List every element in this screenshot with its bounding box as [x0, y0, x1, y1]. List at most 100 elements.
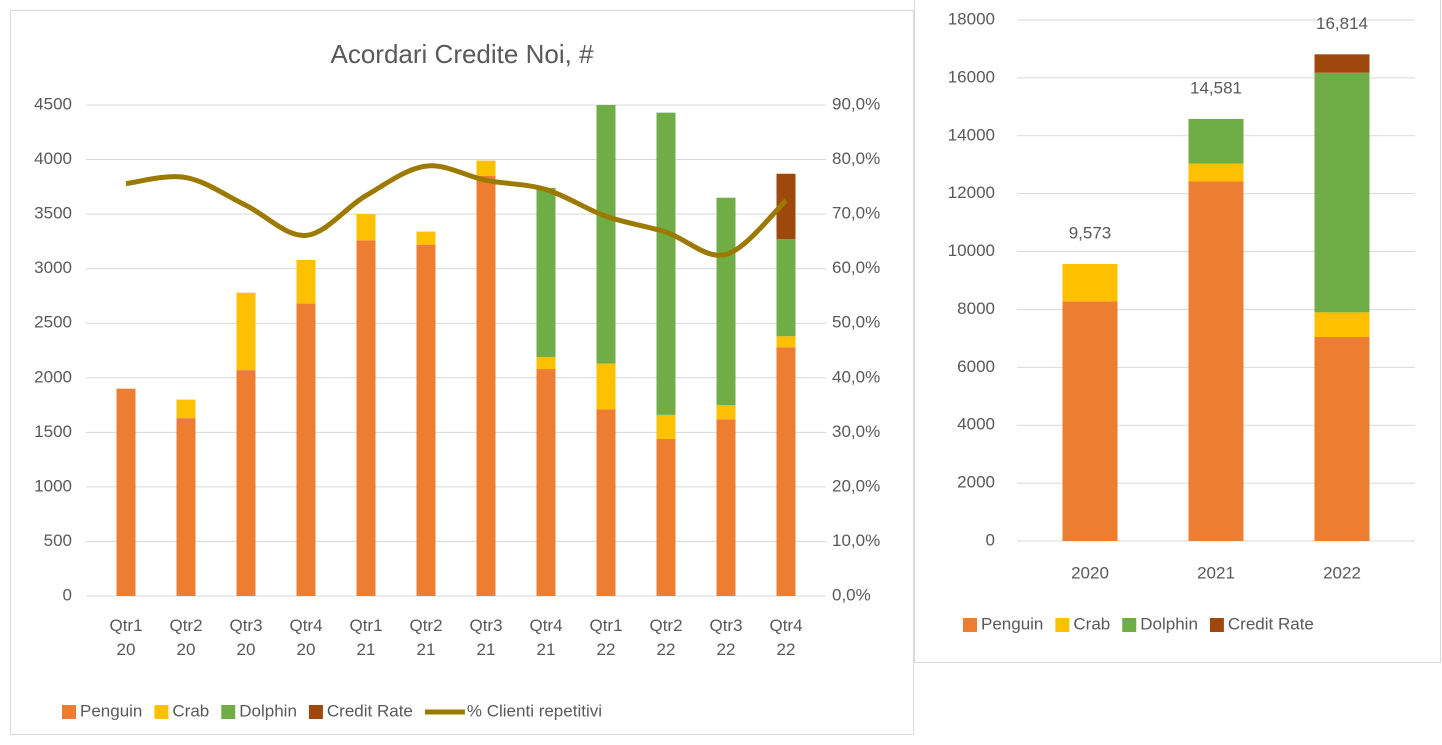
bar [1314, 336, 1370, 541]
bar [536, 357, 556, 370]
legend-label: Crab [1073, 614, 1110, 633]
y-tick-label: 2000 [957, 473, 995, 492]
bar [596, 105, 616, 364]
legend-swatch [221, 705, 236, 719]
bar [1314, 54, 1370, 73]
x-tick-label: Qtr4 22 [769, 616, 803, 659]
bar [536, 187, 556, 358]
bar [1314, 312, 1370, 337]
bar [1062, 263, 1118, 302]
x-tick-label: Qtr1 20 [109, 616, 143, 659]
legend-swatch [62, 705, 76, 719]
bar [776, 347, 796, 596]
bar [656, 438, 676, 596]
bar [1188, 118, 1244, 164]
bar [296, 303, 316, 596]
total-label: 14,581 [1190, 78, 1242, 97]
legend-swatch [963, 618, 977, 632]
y2-tick-label: 0,0% [832, 585, 871, 604]
y-tick-label: 6000 [957, 357, 995, 376]
bar [776, 239, 796, 337]
y-tick-label: 10000 [948, 241, 995, 260]
bar [656, 414, 676, 439]
y2-tick-label: 60,0% [832, 258, 880, 277]
x-tick-label: 2021 [1197, 563, 1235, 582]
y-tick-label: 2000 [34, 367, 72, 386]
bar [176, 399, 196, 419]
y-tick-label: 14000 [948, 125, 995, 144]
legend-label: Credit Rate [1228, 614, 1314, 633]
bar [716, 405, 736, 420]
x-tick-label: 2020 [1071, 563, 1109, 582]
x-tick-label: Qtr1 21 [349, 616, 383, 659]
bar [776, 173, 796, 240]
bar [536, 369, 556, 596]
y2-tick-label: 70,0% [832, 204, 880, 223]
x-tick-label: Qtr3 21 [469, 616, 503, 659]
legend-swatch [1122, 618, 1137, 632]
chart-frame [10, 10, 914, 735]
y2-tick-label: 40,0% [832, 367, 880, 386]
bar [176, 418, 196, 596]
x-tick-label: Qtr4 20 [289, 616, 323, 659]
x-tick-label: Qtr2 21 [409, 616, 443, 659]
y2-tick-label: 20,0% [832, 476, 880, 495]
bar [116, 388, 136, 596]
y-tick-label: 2500 [34, 313, 72, 332]
legend-label: Crab [172, 701, 209, 720]
bar [1062, 301, 1118, 541]
x-tick-label: Qtr3 20 [229, 616, 263, 659]
y-tick-label: 1000 [34, 476, 72, 495]
x-tick-label: Qtr2 22 [649, 616, 683, 659]
bar [1314, 72, 1370, 313]
bar [416, 244, 436, 596]
legend-swatch [1055, 618, 1070, 632]
x-tick-label: Qtr2 20 [169, 616, 203, 659]
bar [596, 409, 616, 596]
total-label: 9,573 [1069, 223, 1112, 242]
bar [776, 336, 796, 348]
y-tick-label: 4000 [957, 415, 995, 434]
bar [716, 419, 736, 596]
legend-swatch [1209, 618, 1224, 632]
x-tick-label: Qtr3 22 [709, 616, 743, 659]
legend-label: Dolphin [1140, 614, 1198, 633]
bar [476, 175, 496, 596]
chart-title: Acordari Credite Noi, # [331, 39, 595, 69]
legend-swatch [308, 705, 323, 719]
bar [296, 259, 316, 304]
bar [356, 214, 376, 241]
x-tick-label: 2022 [1323, 563, 1361, 582]
legend-label: % Clienti repetitivi [467, 701, 602, 720]
legend-label: Penguin [981, 614, 1043, 633]
legend-swatch [154, 705, 169, 719]
y2-tick-label: 90,0% [832, 94, 880, 113]
y-tick-label: 4500 [34, 94, 72, 113]
bar [656, 112, 676, 415]
bar [416, 231, 436, 245]
y2-tick-label: 10,0% [832, 531, 880, 550]
y-tick-label: 8000 [957, 299, 995, 318]
bar [716, 197, 736, 406]
x-tick-label: Qtr1 22 [589, 616, 623, 659]
bar [356, 240, 376, 596]
bar [236, 292, 256, 371]
chart-frame [914, 0, 1441, 663]
total-label: 16,814 [1316, 14, 1368, 33]
y-tick-label: 18000 [948, 9, 995, 28]
line [125, 163, 788, 258]
y-tick-label: 500 [44, 531, 72, 550]
y2-tick-label: 80,0% [832, 149, 880, 168]
bar [1188, 163, 1244, 182]
x-tick-label: Qtr4 21 [529, 616, 563, 659]
y-tick-label: 0 [63, 585, 72, 604]
y-tick-label: 4000 [34, 149, 72, 168]
bar [596, 363, 616, 410]
legend-label: Dolphin [239, 701, 297, 720]
legend-label: Penguin [80, 701, 142, 720]
y2-tick-label: 50,0% [832, 313, 880, 332]
y-tick-label: 3500 [34, 204, 72, 223]
y-tick-label: 1500 [34, 422, 72, 441]
